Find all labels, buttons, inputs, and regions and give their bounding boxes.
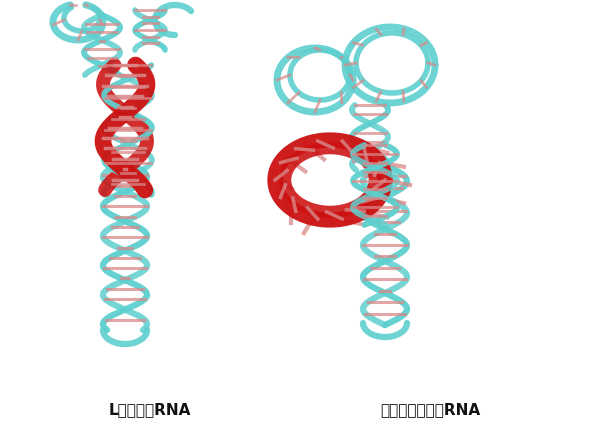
- Text: L型の転移RNA: L型の転移RNA: [109, 402, 191, 418]
- Text: ラムダ型の転移RNA: ラムダ型の転移RNA: [380, 402, 480, 418]
